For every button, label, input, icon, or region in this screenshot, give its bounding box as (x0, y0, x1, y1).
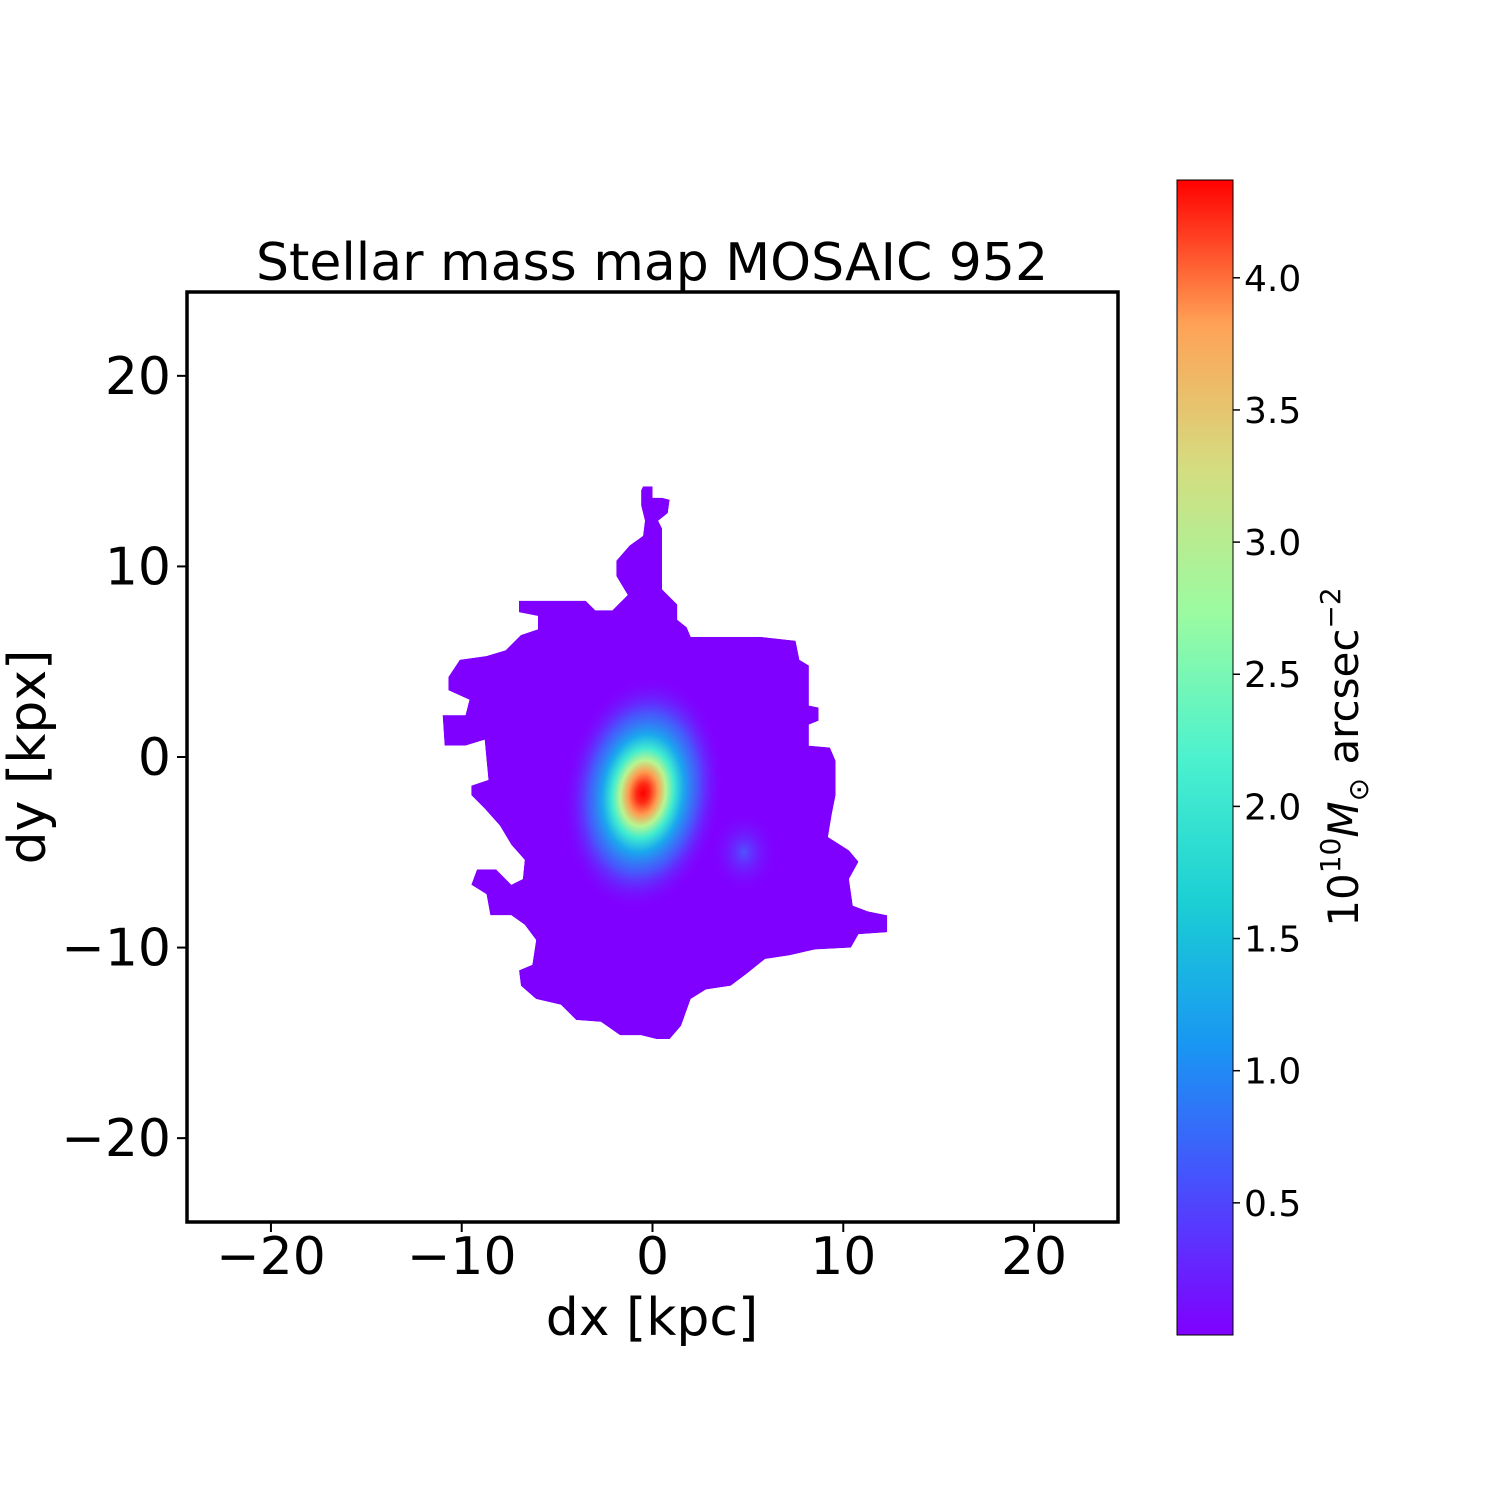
colorbar-tick-label: 0.5 (1244, 1184, 1301, 1225)
colorbar-tick-label: 1.5 (1244, 920, 1301, 961)
secondary-peak (709, 810, 779, 895)
colorbar-tick-label: 4.0 (1244, 259, 1301, 300)
colorbar (1176, 179, 1234, 1336)
colorbar-ticks: 0.5 1.0 1.5 2.0 2.5 3.0 3.5 4.0 (1233, 259, 1301, 1225)
stellar-mass-image (442, 486, 888, 1039)
y-tick-label: 10 (105, 537, 171, 597)
colorbar-label: 1010M⊙ arcsec−2 (1314, 587, 1375, 926)
chart-title: Stellar mass map MOSAIC 952 (256, 233, 1048, 293)
colorbar-tick-label: 3.5 (1244, 391, 1301, 432)
x-tick-label: −10 (407, 1227, 517, 1287)
x-tick-label: −20 (216, 1227, 326, 1287)
main-peak (561, 675, 724, 911)
y-axis-label: dy [kpx] (0, 650, 58, 865)
y-tick-label: −10 (61, 919, 171, 979)
y-ticks: −20 −10 0 10 20 (61, 347, 187, 1169)
x-tick-label: 0 (636, 1227, 669, 1287)
x-tick-label: 20 (1001, 1227, 1067, 1287)
y-tick-label: −20 (61, 1109, 171, 1169)
x-axis-label: dx [kpc] (546, 1288, 759, 1348)
x-ticks: −20 −10 0 10 20 (216, 1222, 1067, 1287)
colorbar-tick-label: 3.0 (1244, 523, 1301, 564)
x-tick-label: 10 (810, 1227, 876, 1287)
colorbar-tick-label: 2.5 (1244, 655, 1301, 696)
colorbar-tick-label: 2.0 (1244, 787, 1301, 828)
colorbar-tick-label: 1.0 (1244, 1052, 1301, 1093)
y-tick-label: 0 (138, 728, 171, 788)
y-tick-label: 20 (105, 347, 171, 407)
